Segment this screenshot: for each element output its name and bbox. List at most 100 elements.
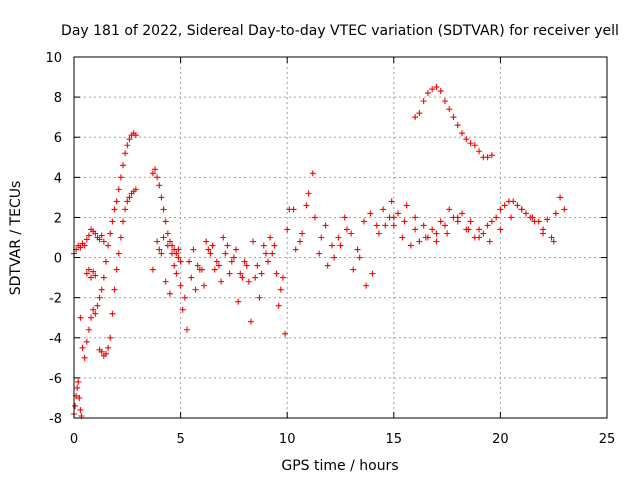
data-point: [92, 272, 99, 279]
data-point: [188, 274, 195, 281]
data-point: [262, 250, 269, 257]
data-point: [429, 226, 436, 233]
data-point: [76, 394, 83, 401]
data-point: [505, 198, 512, 205]
data-point: [422, 234, 429, 241]
data-point: [92, 310, 99, 317]
data-point: [350, 266, 357, 273]
data-point: [518, 206, 525, 213]
data-point: [550, 238, 557, 245]
data-point: [158, 194, 165, 201]
data-point: [96, 236, 103, 243]
data-point: [335, 234, 342, 241]
data-point: [348, 230, 355, 237]
data-point: [183, 326, 190, 333]
data-point: [220, 234, 227, 241]
data-point: [175, 246, 182, 253]
x-tick-label: 0: [70, 432, 78, 447]
series-mid-band-2: [156, 234, 286, 309]
data-point: [207, 250, 214, 257]
data-point: [265, 258, 272, 265]
data-point: [250, 238, 257, 245]
data-point: [241, 258, 248, 265]
data-point: [85, 266, 92, 273]
data-point: [245, 278, 252, 285]
data-point: [337, 242, 344, 249]
y-axis: -8 -6 -4 -2 0 2 4 6 8 10: [45, 51, 607, 427]
data-point: [269, 250, 276, 257]
data-point: [105, 344, 112, 351]
data-point: [318, 234, 325, 241]
data-point: [109, 310, 116, 317]
data-point: [177, 282, 184, 289]
data-point: [375, 230, 382, 237]
data-point: [75, 378, 82, 385]
series-mid-spike: [149, 166, 184, 265]
data-point: [446, 206, 453, 213]
data-point: [311, 214, 318, 221]
series-rise-1: [77, 130, 139, 361]
data-point: [111, 206, 118, 213]
data-point: [230, 254, 237, 261]
data-point: [561, 206, 568, 213]
data-point: [194, 262, 201, 269]
data-point: [316, 250, 323, 257]
data-point: [122, 150, 129, 157]
data-point: [284, 226, 291, 233]
data-point: [373, 222, 380, 229]
data-point: [132, 132, 139, 139]
x-tick-label: 20: [492, 432, 509, 447]
x-tick-label: 15: [386, 432, 403, 447]
data-point: [463, 136, 470, 143]
data-point: [190, 246, 197, 253]
data-point: [154, 238, 161, 245]
series-rise-3: [83, 266, 99, 281]
data-point: [476, 148, 483, 155]
data-point: [164, 230, 171, 237]
data-point: [77, 244, 84, 251]
data-point: [239, 274, 246, 281]
data-point: [203, 238, 210, 245]
data-point: [254, 262, 261, 269]
plot-frame: [73, 56, 608, 419]
data-point: [132, 186, 139, 193]
data-point: [92, 230, 99, 237]
data-point: [83, 236, 90, 243]
data-point: [267, 234, 274, 241]
data-point: [508, 214, 515, 221]
data-point: [115, 250, 122, 257]
data-point: [286, 206, 293, 213]
data-point: [120, 162, 127, 169]
chart-title: Day 181 of 2022, Sidereal Day-to-day VTE…: [61, 23, 619, 39]
data-point: [126, 194, 133, 201]
data-point: [74, 384, 81, 391]
y-tick-label: -4: [49, 332, 62, 347]
data-point: [211, 266, 218, 273]
data-point: [81, 242, 88, 249]
data-point: [94, 302, 101, 309]
data-point: [83, 270, 90, 277]
data-point: [186, 258, 193, 265]
data-point: [247, 318, 254, 325]
data-point: [222, 250, 229, 257]
series-rise-2: [96, 186, 139, 359]
data-point: [81, 354, 88, 361]
data-point: [109, 218, 116, 225]
data-point: [399, 234, 406, 241]
y-tick-label: 0: [54, 252, 62, 267]
data-point: [258, 270, 265, 277]
data-point: [235, 298, 242, 305]
x-tick-label: 10: [279, 432, 296, 447]
data-point: [441, 222, 448, 229]
data-point: [126, 136, 133, 143]
data-point: [341, 214, 348, 221]
data-point: [113, 198, 120, 205]
data-point: [493, 214, 500, 221]
data-point: [96, 294, 103, 301]
data-point: [88, 314, 95, 321]
data-point: [224, 242, 231, 249]
data-point: [279, 274, 286, 281]
data-point: [548, 234, 555, 241]
x-axis-label: GPS time / hours: [281, 458, 398, 474]
data-point: [514, 202, 521, 209]
